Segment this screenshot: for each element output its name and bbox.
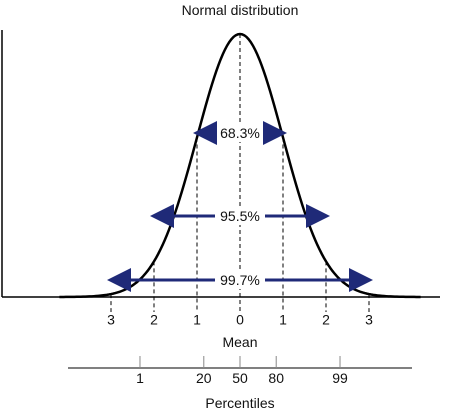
percentile-ticks: 1 20 50 80 99 [136,356,348,386]
percentile-tick-label-3: 80 [268,370,284,386]
sd-tick-label-6: 3 [365,311,373,327]
sd-tick-label-5: 2 [322,311,330,327]
band-label-1: 95.5% [220,208,260,224]
sd-tick-label-4: 1 [279,311,287,327]
sd-tick-label-0: 3 [107,311,115,327]
band-label-0: 68.3% [220,125,260,141]
percentile-tick-label-4: 99 [332,370,348,386]
diagram-title: Normal distribution [182,2,299,18]
sd-tick-label-1: 2 [150,311,158,327]
band-label-2: 99.7% [220,272,260,288]
sd-dashed-lines [111,34,369,312]
mean-label: Mean [222,334,257,350]
percentiles-label: Percentiles [205,395,274,411]
percentile-tick-label-0: 1 [136,370,144,386]
sd-tick-label-3: 0 [236,311,244,327]
sd-tick-label-2: 1 [193,311,201,327]
sd-tick-labels: 3 2 1 0 1 2 3 [107,311,373,327]
bell-curve [59,34,420,297]
percentile-tick-label-2: 50 [232,370,248,386]
percentile-tick-label-1: 20 [196,370,212,386]
